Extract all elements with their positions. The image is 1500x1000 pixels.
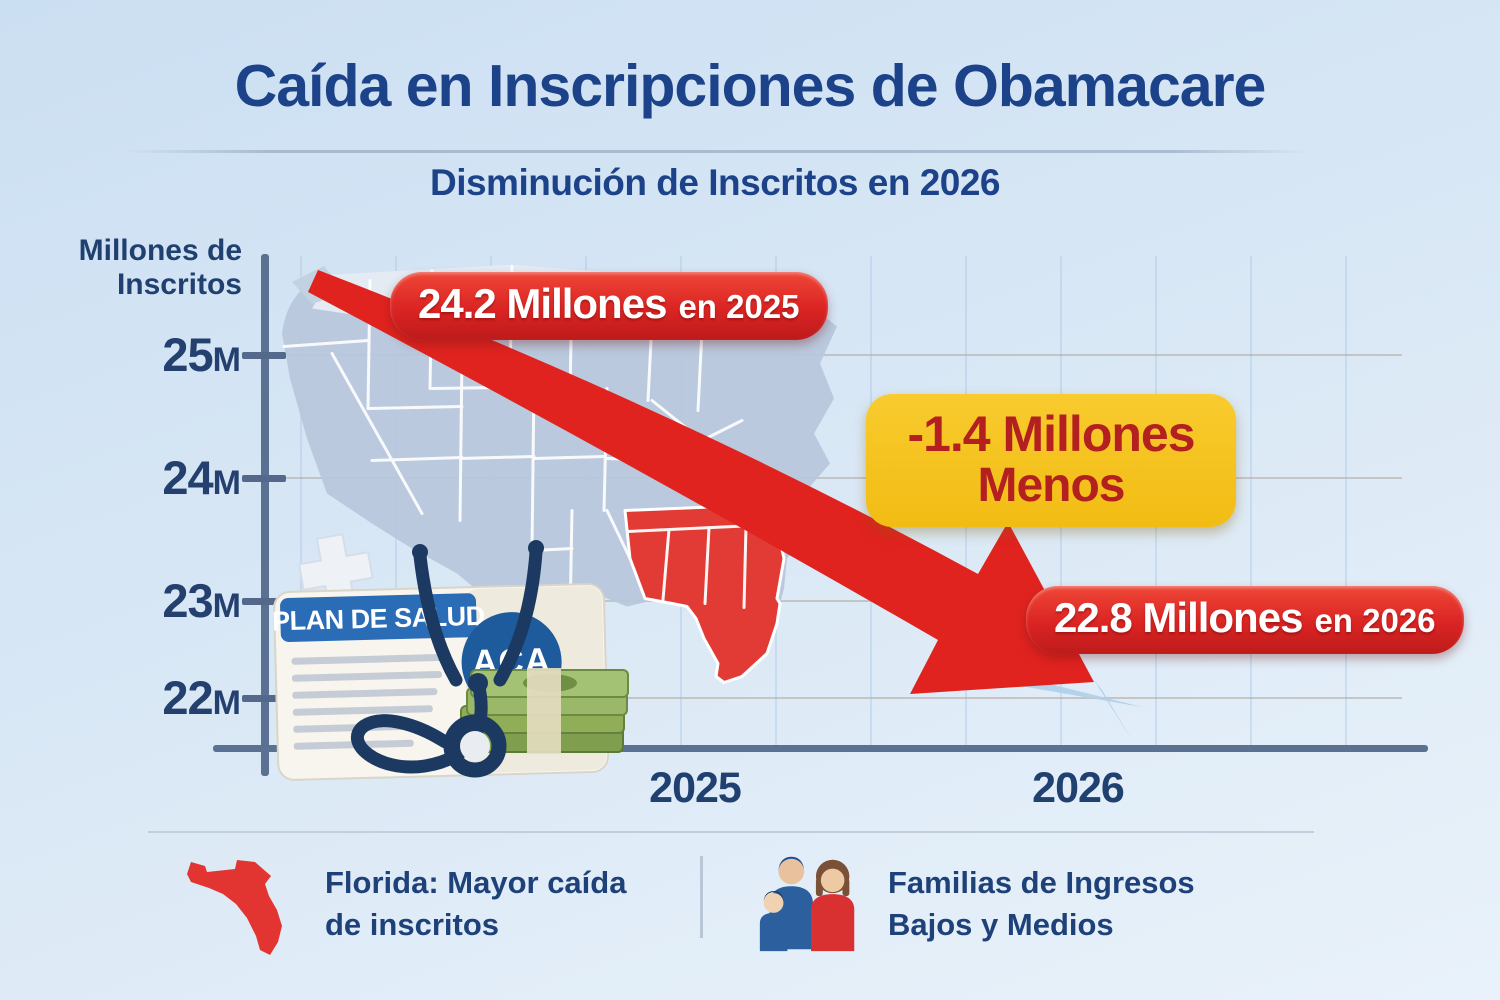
title-divider xyxy=(125,150,1310,153)
ytick-mark-22m xyxy=(242,695,286,702)
callout-2026-badge: 22.8 Millones en 2026 xyxy=(1026,586,1464,654)
decline-arrow xyxy=(292,266,1142,740)
callout-2025-year: en 2025 xyxy=(678,288,800,325)
xtick-2025: 2025 xyxy=(649,764,742,812)
gridline-22m xyxy=(270,697,1402,699)
callout-2025-badge: 24.2 Millones en 2025 xyxy=(390,272,828,340)
legend-florida-label: Florida: Mayor caída de inscritos xyxy=(325,865,627,942)
callout-change-badge: -1.4 Millones Menos xyxy=(866,394,1236,527)
x-axis-line xyxy=(213,745,1428,752)
stethoscope-icon xyxy=(351,540,544,778)
ytick-22m: 22M xyxy=(162,671,241,724)
family-icon xyxy=(759,856,855,952)
health-plan-illustration: PLAN DE SALUD ACA xyxy=(272,533,629,781)
arrow-streak-2 xyxy=(1094,680,1132,740)
legend-vertical-divider xyxy=(700,856,703,938)
callout-change-value: -1.4 Millones xyxy=(907,406,1195,462)
ytick-24m: 24M xyxy=(162,451,241,504)
callout-2026-value: 22.8 Millones xyxy=(1054,594,1303,641)
page-subtitle: Disminución de Inscritos en 2026 xyxy=(429,162,1001,203)
callout-2026-year: en 2026 xyxy=(1314,602,1436,639)
card-banner-text: PLAN DE SALUD xyxy=(272,601,485,637)
ytick-25m: 25M xyxy=(162,328,241,381)
ytick-23m: 23M xyxy=(162,574,241,627)
ytick-mark-25m xyxy=(242,352,286,359)
arrow-body xyxy=(308,270,1094,694)
y-axis-title-line1: Millones de xyxy=(78,234,242,267)
gridline-24m xyxy=(270,477,1402,479)
gridline-25m xyxy=(270,354,1402,356)
callout-2025-value: 24.2 Millones xyxy=(418,280,667,327)
ytick-mark-24m xyxy=(242,475,286,482)
xtick-2026: 2026 xyxy=(1032,764,1125,812)
y-axis-title: Millones de Inscritos xyxy=(50,234,242,301)
gridline-23m xyxy=(270,600,1402,602)
y-axis-title-line2: Inscritos xyxy=(116,267,242,301)
y-axis-line xyxy=(261,254,269,776)
callout-change-word: Menos xyxy=(977,458,1125,512)
page-title: Caída en Inscripciones de Obamacare xyxy=(234,53,1267,119)
ytick-mark-23m xyxy=(242,598,286,605)
florida-icon xyxy=(187,860,282,955)
legend-divider xyxy=(148,831,1314,833)
legend-families-label: Familias de Ingresos Bajos y Medios xyxy=(888,865,1195,942)
